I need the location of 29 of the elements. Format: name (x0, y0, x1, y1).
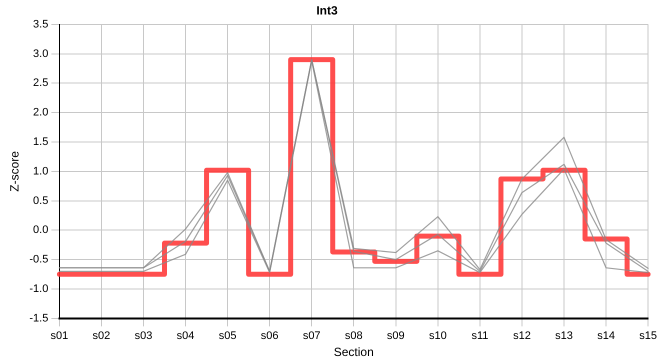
y-tick-label: 1.5 (33, 136, 48, 148)
y-tick-label: 3.0 (33, 48, 48, 60)
x-tick-label: s08 (344, 330, 363, 342)
x-tick-label: s03 (134, 330, 152, 342)
x-tick-label: s04 (176, 330, 194, 342)
y-tick-label: 1.0 (33, 165, 48, 178)
x-tick-label: s12 (513, 330, 531, 342)
y-axis-title: Z-score (8, 150, 22, 192)
x-tick-label: s13 (555, 330, 573, 342)
chart-title: Int3 (316, 4, 338, 18)
y-tick-label: 2.5 (33, 77, 48, 90)
x-tick-label: s02 (92, 330, 110, 342)
y-tick-label: 0.5 (33, 194, 48, 207)
y-tick-label: 0.0 (33, 224, 48, 236)
y-tick-label: 3.5 (33, 18, 48, 30)
x-axis-title: Section (334, 345, 374, 360)
x-tick-label: s01 (50, 330, 68, 342)
y-tick-label: -1.0 (29, 283, 48, 296)
x-tick-label: s10 (428, 330, 447, 342)
x-tick-label: s09 (386, 330, 405, 342)
x-tick-label: s14 (597, 330, 615, 342)
x-tick-label: s06 (260, 330, 279, 342)
x-tick-label: s15 (639, 330, 658, 342)
y-tick-label: 2.0 (33, 106, 48, 119)
y-tick-label: -1.5 (29, 312, 48, 324)
x-tick-label: s05 (218, 330, 236, 342)
x-tick-label: s07 (302, 330, 321, 342)
y-tick-label: -0.5 (29, 254, 48, 266)
x-tick-label: s11 (471, 330, 488, 342)
